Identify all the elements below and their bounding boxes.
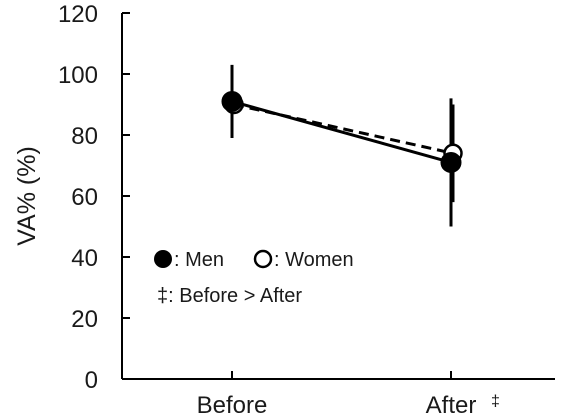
series-markers (221, 90, 463, 173)
marker-men (221, 90, 243, 112)
axis-labels: 0 20 40 60 80 100 120 Before After ‡ VA% (%) (13, 1, 500, 413)
y-tick-label: 100 (58, 62, 98, 89)
series-lines (231, 100, 454, 164)
significance-marker: ‡ (491, 393, 500, 410)
y-tick-label: 0 (85, 367, 98, 394)
legend-women-marker (253, 249, 273, 269)
legend-significance-label: ‡: Before > After (157, 285, 302, 307)
y-tick-label: 40 (71, 245, 98, 272)
legend-men-label: : Men (174, 249, 224, 271)
y-axis-title: VA% (%) (13, 146, 41, 246)
y-tick-label: 20 (71, 306, 98, 333)
marker-men (440, 151, 462, 173)
series-line-men (231, 100, 452, 164)
x-tick-label: Before (197, 392, 268, 413)
axes (121, 12, 555, 380)
x-tick-label: After (426, 392, 477, 413)
series-line-women (233, 103, 454, 155)
error-bars (230, 64, 455, 227)
y-tick-label: 120 (58, 1, 98, 28)
legend: : Men : Women ‡: Before > After (154, 249, 354, 307)
y-tick-label: 80 (71, 123, 98, 150)
legend-men-marker (154, 250, 172, 268)
y-tick-label: 60 (71, 184, 98, 211)
legend-women-label: : Women (274, 249, 354, 271)
